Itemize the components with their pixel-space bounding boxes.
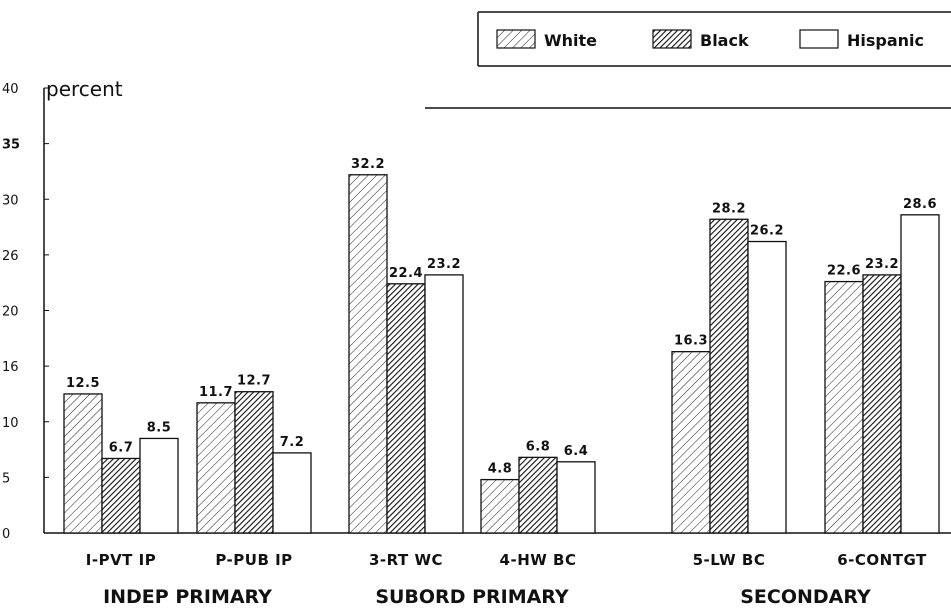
data-label: 23.2 <box>427 257 461 272</box>
y-tick-label: 35 <box>2 138 20 153</box>
x-category-label: 6-CONTGT <box>837 551 927 569</box>
bar-white <box>671 351 711 534</box>
data-label: 8.5 <box>147 420 172 435</box>
bar-black <box>101 457 141 534</box>
legend-label-black: Black <box>700 31 749 50</box>
x-group-label: SECONDARY <box>740 586 871 608</box>
bar-white <box>348 174 388 534</box>
bar-black <box>709 218 749 534</box>
y-axis-title: percent <box>46 77 123 101</box>
legend-swatch-white <box>496 29 536 49</box>
bar-hispanic <box>556 461 596 534</box>
bar-hispanic <box>272 452 312 534</box>
data-label: 23.2 <box>865 257 899 272</box>
legend-swatch-hispanic <box>799 29 839 49</box>
legend-label-hispanic: Hispanic <box>847 31 924 50</box>
y-tick-label: 5 <box>2 471 10 486</box>
y-tick-label: 20 <box>2 305 19 320</box>
data-label: 28.6 <box>903 197 937 212</box>
data-label: 28.2 <box>712 201 746 216</box>
data-label: 7.2 <box>280 435 305 450</box>
bar-white <box>196 402 236 534</box>
data-label: 22.6 <box>827 264 861 279</box>
bar-black <box>862 274 902 534</box>
bar-white <box>63 393 103 534</box>
data-label: 22.4 <box>389 266 423 281</box>
bar-black <box>234 391 274 534</box>
bar-hispanic <box>900 214 940 534</box>
x-group-label: SUBORD PRIMARY <box>375 586 569 608</box>
bar-hispanic <box>747 240 787 534</box>
x-category-label: 4-HW BC <box>500 551 577 569</box>
data-label: 6.4 <box>564 444 589 459</box>
data-label: 4.8 <box>488 462 513 477</box>
data-label: 12.5 <box>66 376 100 391</box>
group-labels: INDEP PRIMARY SUBORD PRIMARY SECONDARY <box>103 586 871 608</box>
y-tick-label: 26 <box>2 249 19 264</box>
bars <box>63 174 940 534</box>
bar-white <box>824 280 864 534</box>
data-label: 16.3 <box>674 334 708 349</box>
data-label: 11.7 <box>199 385 233 400</box>
y-axis-ticks: 0 5 10 16 20 26 30 35 40 <box>2 82 49 542</box>
data-label: 6.8 <box>526 439 551 454</box>
y-tick-label: 30 <box>2 193 19 208</box>
bar-hispanic <box>424 274 464 534</box>
x-category-label: I-PVT IP <box>86 551 156 569</box>
y-tick-label: 16 <box>2 360 19 375</box>
x-category-label: P-PUB IP <box>215 551 292 569</box>
bar-black <box>518 456 558 534</box>
x-category-label: 5-LW BC <box>693 551 766 569</box>
y-tick-label: 10 <box>2 416 19 431</box>
legend-swatch-black <box>652 29 692 49</box>
data-label: 12.7 <box>237 374 271 389</box>
legend: White Black Hispanic <box>477 11 951 67</box>
legend-label-white: White <box>544 31 597 50</box>
y-tick-label: 40 <box>2 82 19 97</box>
y-tick-label: 0 <box>2 527 10 542</box>
data-label: 6.7 <box>109 440 134 455</box>
bar-white <box>480 478 520 534</box>
bar-hispanic <box>139 437 179 534</box>
data-labels: 12.5 11.7 32.2 4.8 16.3 22.6 6.7 12.7 22.4 6.8 28.… <box>66 157 937 477</box>
x-category-label: 3-RT WC <box>369 551 443 569</box>
data-label: 26.2 <box>750 224 784 239</box>
category-labels: I-PVT IP P-PUB IP 3-RT WC 4-HW BC 5-LW BC 6-C… <box>86 551 927 569</box>
bar-black <box>386 283 426 534</box>
x-group-label: INDEP PRIMARY <box>103 586 272 608</box>
data-label: 32.2 <box>351 157 385 172</box>
